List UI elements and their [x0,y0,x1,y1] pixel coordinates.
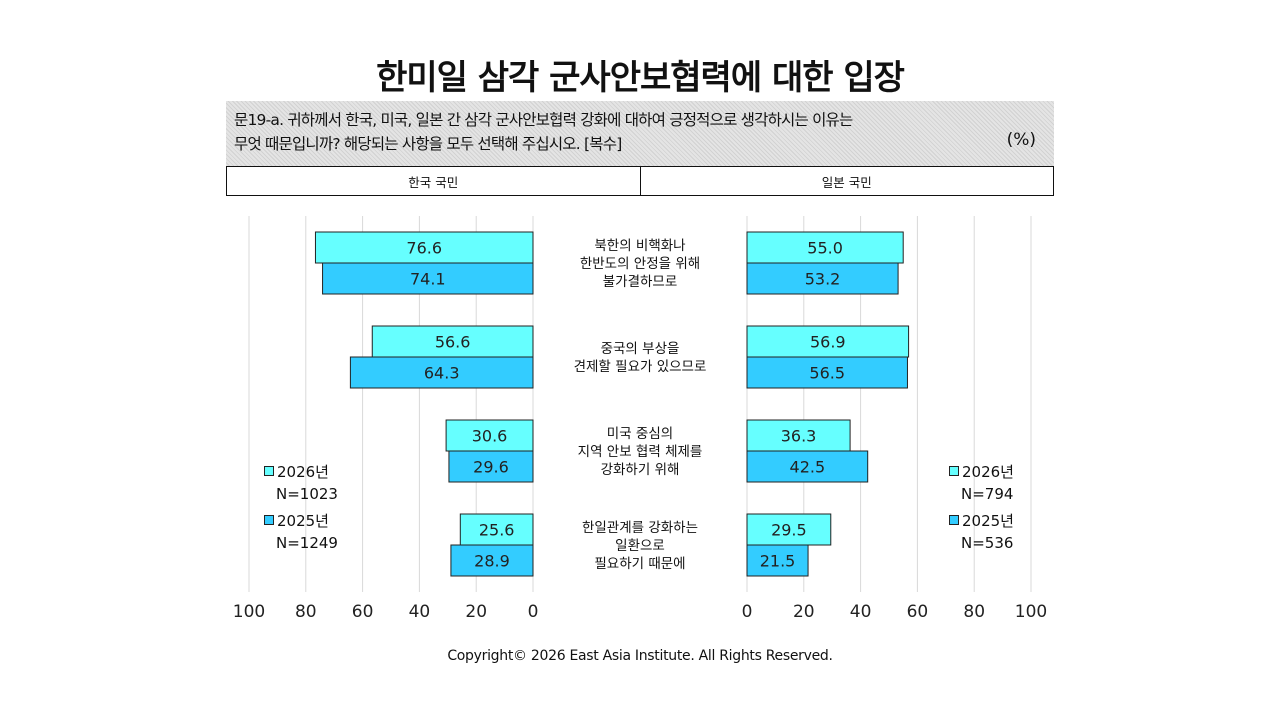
legend-label: 2026년 [277,463,329,481]
legend-swatch-2026 [949,466,959,476]
legend-korea-2025: 2025년 N=1249 [264,510,338,554]
chart-title: 한미일 삼각 군사안보협력에 대한 입장 [376,58,905,98]
legend-label: 2025년 [277,512,329,530]
data-label: 56.6 [435,333,471,352]
bar-japan-2026 [746,231,904,264]
data-label: 56.5 [809,364,845,383]
category-label-line: 강화하기 위해 [601,462,680,478]
category-label-line: 중국의 부상을 [601,341,680,357]
bar-korea-2026 [314,231,534,264]
x-tick-label-right: 80 [963,602,985,622]
x-tick-label-left: 20 [465,602,487,622]
bar-japan-2025 [746,262,899,295]
bar-japan-2026 [746,513,832,546]
question-box: 문19-a. 귀하께서 한국, 미국, 일본 간 삼각 군사안보협력 강화에 대… [226,101,1054,166]
question-line-2: 무엇 때문입니까? 해당되는 사항을 모두 선택해 주십시오. [복수] [234,135,622,153]
legend-label: 2025년 [962,512,1014,530]
data-label: 56.9 [810,333,846,352]
category-label-line: 미국 중심의 [607,426,673,442]
panel-header-korea: 한국 국민 [408,174,459,190]
category-label-line: 북한의 비핵화나 [594,238,685,254]
copyright-footer: Copyright© 2026 East Asia Institute. All… [447,648,833,664]
legend-swatch-2025 [264,515,274,525]
legend-n: N=1023 [276,485,338,503]
category-label-line: 한일관계를 강화하는 [582,520,698,536]
data-label: 74.1 [410,270,446,289]
legend-n: N=1249 [276,534,338,552]
x-tick-label-left: 0 [528,602,539,622]
bar-japan-2026 [746,325,910,358]
data-label: 55.0 [807,239,843,258]
category-label-line: 일환으로 [615,538,665,554]
category-label-line: 불가결하므로 [603,274,678,290]
legend-n: N=536 [961,534,1014,552]
legend-n: N=794 [961,485,1014,503]
legend-korea-2026: 2026년 N=1023 [264,461,338,505]
x-tick-label-left: 40 [409,602,431,622]
category-label-line: 필요하기 때문에 [594,556,685,572]
bar-japan-2025 [746,544,809,577]
data-label: 21.5 [760,552,796,571]
bar-korea-2025 [349,356,534,389]
data-label: 76.6 [406,239,442,258]
x-tick-label-right: 0 [742,602,753,622]
data-label: 30.6 [472,427,508,446]
data-label: 42.5 [790,458,826,477]
panel-header-japan: 일본 국민 [639,167,1054,195]
x-tick-label-right: 60 [907,602,929,622]
data-label: 64.3 [424,364,460,383]
bar-korea-2025 [322,262,534,295]
x-tick-label-left: 80 [295,602,317,622]
x-tick-label-left: 100 [233,602,265,622]
data-label: 28.9 [474,552,510,571]
legend-swatch-2026 [264,466,274,476]
data-label: 29.6 [473,458,509,477]
x-tick-label-right: 40 [850,602,872,622]
category-label-line: 견제할 필요가 있으므로 [574,359,707,375]
x-tick-label-right: 20 [793,602,815,622]
x-tick-label-left: 60 [352,602,374,622]
unit-label: (%) [1006,130,1036,150]
bar-japan-2026 [746,419,851,452]
data-label: 29.5 [771,521,807,540]
data-label: 36.3 [781,427,817,446]
legend-japan-2026: 2026년 N=794 [949,461,1014,505]
category-label-line: 지역 안보 협력 체제를 [578,444,703,460]
data-label: 53.2 [805,270,841,289]
legend-label: 2026년 [962,463,1014,481]
x-tick-label-right: 100 [1015,602,1047,622]
legend-japan-2025: 2025년 N=536 [949,510,1014,554]
category-label-line: 한반도의 안정을 위해 [580,256,700,272]
legend-swatch-2025 [949,515,959,525]
bar-japan-2025 [746,356,908,389]
bar-korea-2025 [450,544,534,577]
data-label: 25.6 [479,521,515,540]
bar-korea-2025 [448,450,534,483]
panel-header-row: 한국 국민 일본 국민 [226,166,1054,196]
bar-japan-2025 [746,450,869,483]
question-line-1: 문19-a. 귀하께서 한국, 미국, 일본 간 삼각 군사안보협력 강화에 대… [234,111,853,129]
